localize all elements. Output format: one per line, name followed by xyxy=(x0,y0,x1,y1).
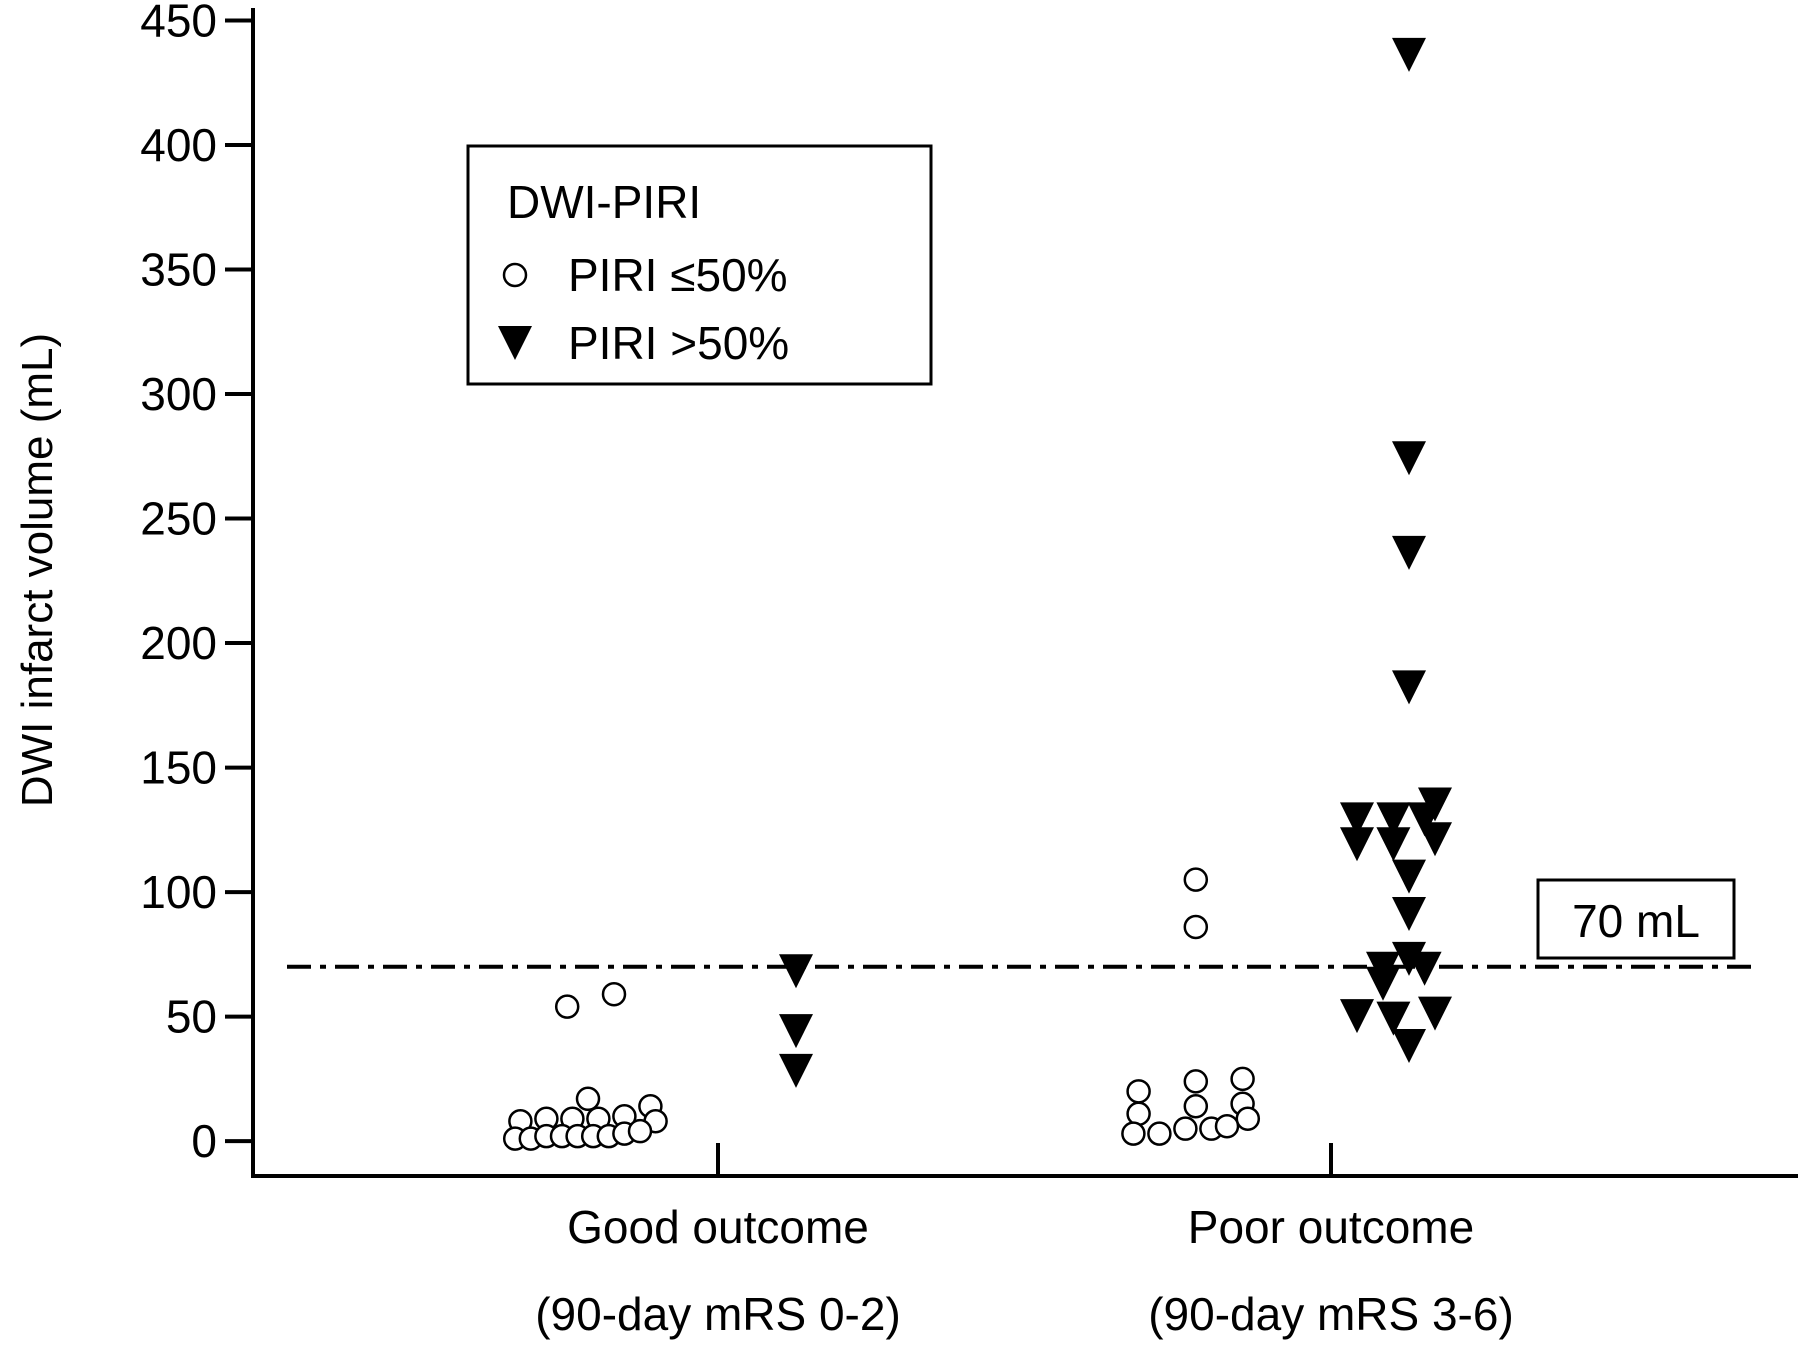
legend-box xyxy=(466,144,933,386)
y-tick-label: 250 xyxy=(140,493,217,545)
data-point-triangle xyxy=(1407,802,1442,837)
data-point-circle xyxy=(1183,1094,1209,1119)
data-point-triangle xyxy=(1340,827,1374,862)
data-point-triangle xyxy=(1392,1029,1426,1064)
y-tick-label: 0 xyxy=(191,1115,217,1167)
data-point-circle xyxy=(1214,1113,1240,1139)
data-point-circle xyxy=(1235,1106,1261,1131)
data-point-triangle xyxy=(1418,996,1452,1031)
data-point-triangle xyxy=(1418,822,1452,857)
data-point-triangle xyxy=(1376,1001,1411,1036)
category-sublabel: (90-day mRS 0-2) xyxy=(535,1288,901,1340)
data-point-triangle xyxy=(1366,966,1400,1001)
data-points xyxy=(502,37,1452,1151)
data-point-triangle xyxy=(1376,827,1411,862)
data-point-triangle xyxy=(779,1014,813,1049)
data-point-circle xyxy=(1183,914,1209,940)
axes xyxy=(251,8,1798,1178)
data-point-triangle xyxy=(1392,441,1426,476)
y-tick-label: 200 xyxy=(140,617,217,669)
legend-entry-label: PIRI >50% xyxy=(568,317,789,369)
y-tick-label: 400 xyxy=(140,119,217,171)
y-axis-label: DWI infarct volume (mL) xyxy=(13,333,62,807)
data-point-circle xyxy=(1230,1066,1255,1092)
x-categories: Good outcome (90-day mRS 0-2) Poor outcome… xyxy=(535,1143,1514,1340)
data-point-circle xyxy=(575,1086,601,1112)
reference-label-box xyxy=(1536,878,1736,960)
y-tick-label: 300 xyxy=(140,368,217,420)
data-point-circle xyxy=(1126,1101,1151,1126)
legend-circle-icon xyxy=(502,262,528,288)
category-sublabel: (90-day mRS 3-6) xyxy=(1148,1288,1514,1340)
y-tick-label: 350 xyxy=(140,243,217,295)
data-point-circle xyxy=(1126,1079,1151,1104)
y-tick-label: 150 xyxy=(140,742,217,794)
y-tick-label: 450 xyxy=(140,0,217,46)
category-label: Poor outcome xyxy=(1188,1201,1474,1253)
data-point-triangle xyxy=(1392,941,1426,976)
data-point-triangle xyxy=(779,954,813,989)
data-point-triangle xyxy=(1340,802,1374,837)
data-point-circle xyxy=(1183,867,1209,892)
legend-triangle-icon xyxy=(498,326,532,360)
data-point-triangle xyxy=(1340,999,1374,1034)
data-point-triangle xyxy=(1392,37,1426,72)
data-point-circle xyxy=(1173,1116,1198,1141)
legend-title: DWI-PIRI xyxy=(507,176,701,228)
data-point-triangle xyxy=(1392,670,1426,705)
legend-entry-label: PIRI ≤50% xyxy=(568,249,788,301)
data-point-circle xyxy=(1183,1069,1209,1094)
data-point-circle xyxy=(627,1118,653,1144)
data-point-triangle xyxy=(1392,535,1426,570)
data-point-triangle xyxy=(1392,859,1426,894)
y-tick-label: 50 xyxy=(166,991,217,1043)
data-point-triangle xyxy=(1407,951,1442,986)
y-tick-label: 100 xyxy=(140,866,217,918)
data-point-triangle xyxy=(779,1053,813,1088)
data-point-circle xyxy=(554,994,580,1019)
data-point-circle xyxy=(1147,1121,1172,1146)
data-point-circle xyxy=(1121,1121,1146,1146)
category-label: Good outcome xyxy=(567,1201,869,1253)
data-point-triangle xyxy=(1392,897,1426,932)
data-point-triangle xyxy=(1376,802,1411,837)
data-point-circle xyxy=(601,981,627,1007)
reference-line: 70 mL xyxy=(287,878,1760,969)
reference-label: 70 mL xyxy=(1572,895,1700,947)
y-ticks: 0 50 100 150 200 250 300 350 400 450 xyxy=(140,0,253,1167)
legend: DWI-PIRI PIRI ≤50% PIRI >50% xyxy=(466,144,933,386)
